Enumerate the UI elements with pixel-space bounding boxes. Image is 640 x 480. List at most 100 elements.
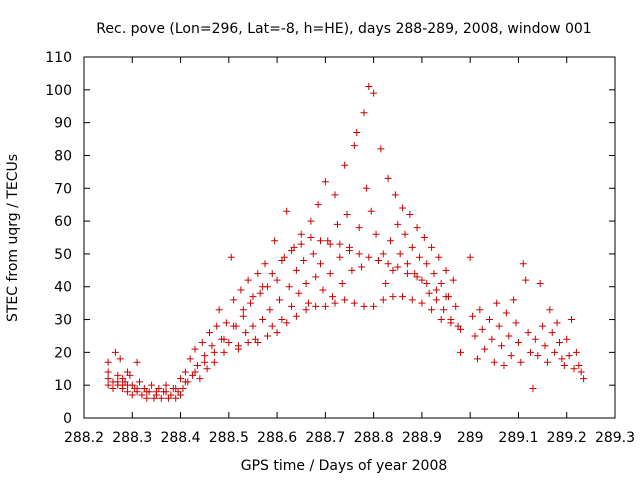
- x-axis: 288.2 288.3 288.4 288.5 288.6 288.7 288.8 288.9…: [64, 57, 635, 446]
- data-point: [418, 299, 426, 307]
- data-point: [524, 329, 532, 337]
- data-point: [396, 250, 404, 258]
- data-point: [413, 224, 421, 232]
- data-point: [452, 302, 460, 310]
- x-tick-label: 288.8: [354, 430, 394, 446]
- data-point: [309, 250, 317, 258]
- data-point: [143, 388, 151, 396]
- data-point: [201, 352, 209, 360]
- data-point: [423, 279, 431, 287]
- data-point: [510, 296, 518, 304]
- data-point: [307, 217, 315, 225]
- y-tick-label: 20: [54, 345, 72, 361]
- data-point: [365, 83, 373, 91]
- x-tick-label: 289.2: [547, 430, 587, 446]
- data-point: [138, 391, 146, 399]
- data-point: [495, 322, 503, 330]
- data-point: [172, 384, 180, 392]
- data-point: [239, 306, 247, 314]
- data-point: [283, 319, 291, 327]
- data-point: [379, 250, 387, 258]
- data-point: [435, 253, 443, 261]
- data-point: [555, 339, 563, 347]
- data-point: [403, 260, 411, 268]
- data-point: [273, 329, 281, 337]
- data-point: [362, 184, 370, 192]
- data-point: [473, 355, 481, 363]
- x-tick-label: 288.2: [64, 430, 104, 446]
- data-point: [580, 375, 588, 383]
- data-point: [502, 309, 510, 317]
- data-point: [350, 142, 358, 150]
- data-point: [162, 381, 170, 389]
- data-point: [297, 230, 305, 238]
- data-point: [300, 256, 308, 264]
- data-point: [268, 322, 276, 330]
- data-point: [374, 256, 382, 264]
- x-tick-label: 289: [457, 430, 484, 446]
- data-point: [210, 348, 218, 356]
- data-point: [244, 339, 252, 347]
- data-point: [514, 339, 522, 347]
- data-point: [181, 378, 189, 386]
- y-tick-label: 40: [54, 280, 72, 296]
- chart-title: Rec. pove (Lon=296, Lat=-8, h=HE), days …: [96, 21, 591, 37]
- data-point: [201, 358, 209, 366]
- data-point: [266, 306, 274, 314]
- x-tick-label: 288.3: [112, 430, 152, 446]
- data-point: [177, 375, 185, 383]
- data-point: [333, 220, 341, 228]
- y-tick-label: 60: [54, 214, 72, 230]
- data-point: [428, 243, 436, 251]
- data-point: [341, 161, 349, 169]
- data-point: [326, 240, 334, 248]
- data-point: [442, 293, 450, 301]
- plot-border: [83, 56, 616, 419]
- x-tick-label: 288.5: [209, 430, 249, 446]
- data-point: [413, 273, 421, 281]
- data-point: [336, 253, 344, 261]
- data-point: [193, 361, 201, 369]
- data-point: [394, 263, 402, 271]
- data-point: [360, 109, 368, 117]
- data-point: [104, 368, 112, 376]
- data-point: [570, 365, 578, 373]
- data-point: [319, 286, 327, 294]
- data-point: [152, 388, 160, 396]
- data-point: [167, 391, 175, 399]
- data-point: [531, 335, 539, 343]
- x-tick-label: 288.7: [305, 430, 345, 446]
- data-point: [321, 178, 329, 186]
- data-point: [498, 342, 506, 350]
- data-point: [387, 237, 395, 245]
- data-point: [128, 391, 136, 399]
- data-point: [317, 237, 325, 245]
- data-point: [355, 224, 363, 232]
- data-point: [466, 253, 474, 261]
- data-point: [399, 204, 407, 212]
- data-point: [517, 358, 525, 366]
- data-point: [157, 394, 165, 402]
- data-point: [379, 296, 387, 304]
- data-point: [181, 368, 189, 376]
- data-point: [529, 384, 537, 392]
- data-point: [302, 279, 310, 287]
- data-point: [244, 276, 252, 284]
- data-point: [389, 266, 397, 274]
- data-point: [123, 381, 131, 389]
- data-point: [423, 260, 431, 268]
- data-point: [485, 316, 493, 324]
- data-point: [162, 388, 170, 396]
- data-point: [213, 322, 221, 330]
- data-point: [331, 299, 339, 307]
- data-point: [522, 276, 530, 284]
- data-point: [336, 240, 344, 248]
- data-point: [563, 335, 571, 343]
- data-point: [534, 352, 542, 360]
- data-point: [432, 296, 440, 304]
- data-point: [541, 342, 549, 350]
- data-point: [104, 358, 112, 366]
- data-point: [447, 319, 455, 327]
- data-point: [312, 273, 320, 281]
- data-point: [198, 339, 206, 347]
